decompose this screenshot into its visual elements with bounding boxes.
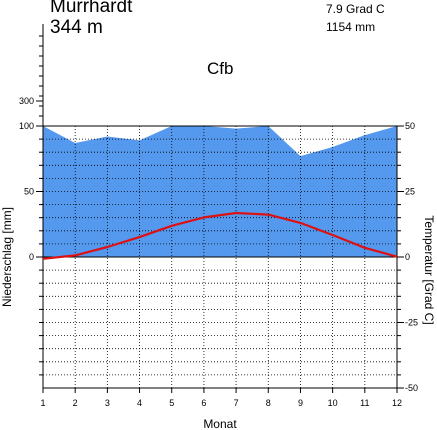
x-tick-label: 3 — [105, 398, 110, 408]
x-tick-label: 2 — [73, 398, 78, 408]
temperature-line — [42, 211, 398, 260]
climate-class: Cfb — [207, 59, 234, 78]
left-tick-label: 50 — [24, 187, 34, 197]
y-axis-label-right: Temperatur [Grad C] — [422, 215, 436, 324]
right-tick-label: -50 — [405, 383, 418, 393]
right-tick-label: 0 — [405, 252, 410, 262]
x-tick-label: 6 — [201, 398, 206, 408]
left-tick-label: 100 — [19, 121, 34, 131]
x-tick-label: 9 — [298, 398, 303, 408]
x-tick-label: 7 — [234, 398, 239, 408]
x-axis-label: Monat — [203, 417, 237, 430]
left-tick-label: 0 — [29, 252, 34, 262]
mean-temperature: 7.9 Grad C — [326, 2, 385, 16]
y-axis-label-left: Niederschlag [mm] — [0, 207, 14, 307]
station-elevation: 344 m — [50, 17, 103, 38]
left-tick-label: 300 — [19, 96, 34, 106]
x-tick-label: 11 — [360, 398, 369, 408]
x-tick-label: 4 — [137, 398, 142, 408]
annual-precipitation: 1154 mm — [326, 20, 376, 34]
x-tick-label: 12 — [392, 398, 402, 408]
station-name: Murrhardt — [50, 0, 133, 17]
right-tick-label: -25 — [405, 318, 418, 328]
x-tick-label: 10 — [328, 398, 338, 408]
x-tick-label: 8 — [266, 398, 271, 408]
x-tick-label: 5 — [169, 398, 174, 408]
x-tick-label: 1 — [40, 398, 45, 408]
right-tick-label: 50 — [405, 121, 415, 131]
right-tick-label: 25 — [405, 187, 415, 197]
